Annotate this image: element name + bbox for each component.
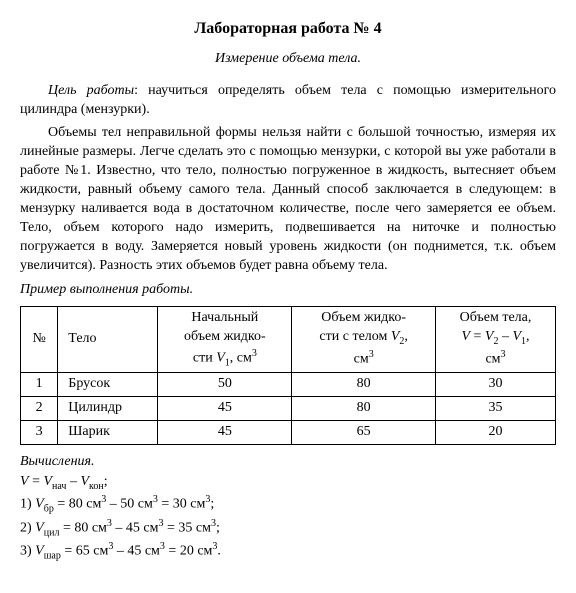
c-sym: V	[35, 520, 44, 535]
col-vt-l2f: ,	[526, 329, 530, 344]
f-e: V	[80, 474, 89, 489]
col-v1-l2: объем жидко-	[184, 329, 266, 344]
c-m: – 45 см	[113, 544, 160, 559]
cell-vt: 20	[436, 420, 556, 444]
cell-vt: 30	[436, 373, 556, 397]
c-sub: цил	[44, 527, 60, 538]
f-s1: нач	[52, 480, 66, 491]
calc-formula: V = Vнач – Vкон;	[20, 472, 556, 494]
example-label: Пример выполнения работы.	[20, 281, 556, 300]
cell-v2: 65	[292, 420, 436, 444]
c-sym: V	[35, 544, 44, 559]
col-vt-l1: Объем тела,	[460, 310, 532, 325]
cell-vt: 35	[436, 396, 556, 420]
col-num: №	[21, 307, 58, 373]
cell-body: Шарик	[58, 420, 158, 444]
f-b: =	[29, 474, 44, 489]
table-row: 2 Цилиндр 45 80 35	[21, 396, 556, 420]
c-sub: шар	[44, 551, 61, 562]
c-end: .	[217, 544, 221, 559]
c-r: = 20 см	[165, 544, 212, 559]
col-vt-l2a: V	[461, 329, 470, 344]
c-sym: V	[35, 497, 44, 512]
c-n: 3)	[20, 544, 35, 559]
col-vt-l3sup: 3	[501, 349, 506, 360]
cell-num: 2	[21, 396, 58, 420]
c-m: – 45 см	[112, 520, 159, 535]
c-sub: бр	[44, 504, 54, 515]
c-r: = 35 см	[163, 520, 210, 535]
c-eq: = 80 см	[54, 497, 101, 512]
col-v2-l3sup: 3	[369, 349, 374, 360]
col-v2-l1: Объем жидко-	[321, 310, 406, 325]
cell-num: 3	[21, 420, 58, 444]
calc-line-2: 2) Vцил = 80 см3 – 45 см3 = 35 см3;	[20, 517, 556, 540]
cell-v1: 45	[158, 396, 292, 420]
calc-label: Вычисления.	[20, 453, 556, 472]
cell-body: Брусок	[58, 373, 158, 397]
goal-label: Цель работы	[48, 83, 134, 98]
cell-v2: 80	[292, 373, 436, 397]
col-v1-l1: Начальный	[191, 310, 258, 325]
cell-body: Цилиндр	[58, 396, 158, 420]
col-v1-l3b: V	[216, 351, 225, 366]
col-body: Тело	[58, 307, 158, 373]
col-v2: Объем жидко- сти с телом V2, см3	[292, 307, 436, 373]
c-end: ;	[210, 497, 214, 512]
theory-paragraph: Объемы тел неправильной формы нельзя най…	[20, 124, 556, 275]
col-vt-l2b: =	[470, 329, 485, 344]
table-header-row: № Тело Начальный объем жидко- сти V1, см…	[21, 307, 556, 373]
col-v2-l2a: сти с телом	[319, 329, 390, 344]
c-eq: = 65 см	[61, 544, 108, 559]
calc-line-1: 1) Vбр = 80 см3 – 50 см3 = 30 см3;	[20, 493, 556, 516]
data-table: № Тело Начальный объем жидко- сти V1, см…	[20, 306, 556, 444]
f-c: V	[43, 474, 52, 489]
c-n: 2)	[20, 520, 35, 535]
cell-v2: 80	[292, 396, 436, 420]
lab-subtitle: Измерение объема тела.	[20, 50, 556, 69]
col-v1-l3a: сти	[193, 351, 216, 366]
col-v2-l3a: см	[354, 352, 369, 367]
f-d: –	[66, 474, 80, 489]
col-v1-l3c: , см	[230, 351, 252, 366]
f-s2: кон	[89, 480, 104, 491]
table-row: 3 Шарик 45 65 20	[21, 420, 556, 444]
c-end: ;	[216, 520, 220, 535]
calc-line-3: 3) Vшар = 65 см3 – 45 см3 = 20 см3.	[20, 540, 556, 563]
table-row: 1 Брусок 50 80 30	[21, 373, 556, 397]
col-vt: Объем тела, V = V2 – V1, см3	[436, 307, 556, 373]
c-n: 1)	[20, 497, 35, 512]
col-v1-l3sup: 3	[252, 348, 257, 359]
c-m: – 50 см	[106, 497, 153, 512]
col-v1: Начальный объем жидко- сти V1, см3	[158, 307, 292, 373]
cell-v1: 45	[158, 420, 292, 444]
goal-paragraph: Цель работы: научиться определять объем …	[20, 82, 556, 120]
cell-v1: 50	[158, 373, 292, 397]
c-r: = 30 см	[158, 497, 205, 512]
lab-title: Лабораторная работа № 4	[20, 18, 556, 40]
col-vt-l2e: V	[512, 329, 521, 344]
f-f: ;	[104, 474, 108, 489]
col-vt-l2d: –	[498, 329, 512, 344]
cell-num: 1	[21, 373, 58, 397]
f-a: V	[20, 474, 29, 489]
col-v2-l2c: ,	[404, 329, 408, 344]
col-vt-l3a: см	[485, 352, 500, 367]
c-eq: = 80 см	[59, 520, 106, 535]
